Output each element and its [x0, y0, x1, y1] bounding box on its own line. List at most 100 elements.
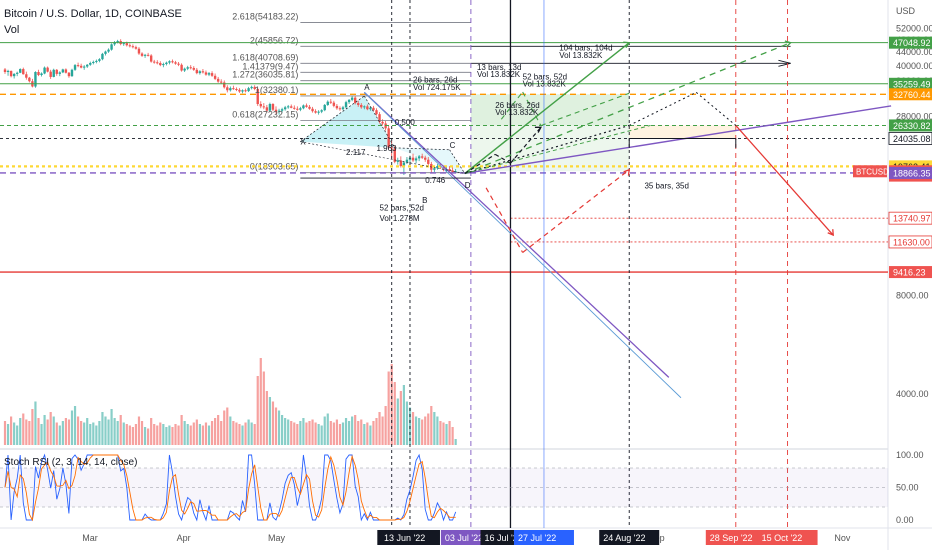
volume-bar	[360, 419, 363, 445]
candle-body	[19, 69, 22, 73]
candle-body	[64, 69, 68, 73]
candle-body	[156, 62, 159, 64]
candle-body	[116, 41, 119, 43]
volume-bar	[369, 425, 372, 445]
candle-body	[335, 105, 339, 109]
candle-body	[192, 67, 195, 70]
volume-bar	[125, 424, 128, 445]
volume-bar	[177, 425, 180, 445]
harmonic-xab	[300, 95, 395, 148]
price-tag-bg	[888, 132, 932, 145]
candle-body	[411, 157, 415, 161]
volume-bar	[61, 421, 64, 445]
candle-body	[390, 147, 393, 149]
candle-body	[125, 43, 128, 46]
candle-body	[420, 156, 424, 158]
candle-body	[95, 60, 98, 62]
candle-body	[171, 61, 174, 63]
candle-body	[454, 171, 457, 173]
volume-bar	[214, 418, 217, 445]
candle-body	[61, 69, 65, 73]
annotation-text: Vol 13.832K	[559, 51, 603, 60]
candle-body	[34, 72, 37, 87]
black-zig3	[510, 126, 542, 164]
candle-body	[299, 108, 302, 110]
target-zone-green	[470, 94, 630, 126]
volume-bar	[262, 371, 265, 445]
volume-bar	[238, 424, 241, 445]
volume-bar	[305, 422, 308, 445]
candle-body	[180, 64, 183, 71]
rsi-tick-label: 100.00	[896, 450, 924, 460]
volume-bar	[217, 415, 220, 445]
candle-body	[402, 162, 406, 167]
price-tick-label: 52000.00	[896, 23, 932, 33]
volume-bar	[86, 418, 89, 445]
fib-label: 1.618(40708.69)	[232, 52, 298, 62]
candle-body	[424, 157, 427, 160]
fib-label: 2(45856.72)	[250, 35, 299, 45]
volume-bar	[411, 412, 415, 445]
volume-bar	[268, 397, 272, 445]
rsi-tick-label: 50.00	[896, 483, 919, 493]
volume-bar	[277, 410, 281, 445]
volume-bar	[235, 422, 238, 445]
price-tag-bg	[888, 211, 932, 225]
candle-body	[168, 61, 171, 63]
stoch-d-line	[4, 454, 456, 522]
volume-bar	[128, 425, 131, 445]
annotation-text: C	[450, 141, 456, 150]
candle-body	[369, 107, 372, 110]
price-tag: 47048.92	[893, 38, 931, 48]
candle-body	[49, 71, 52, 77]
date-marker-bg	[379, 530, 440, 545]
candle-body	[305, 105, 308, 107]
candle-body	[253, 86, 256, 89]
volume-bar	[156, 425, 159, 445]
candle-body	[229, 88, 232, 91]
volume-bar	[186, 424, 189, 445]
candle-body	[372, 107, 375, 111]
volume-bar	[162, 424, 165, 445]
candle-body	[70, 69, 74, 77]
volume-bar	[195, 419, 198, 445]
annotation-text: 52 bars, 52d	[380, 204, 424, 213]
volume-bar	[265, 391, 268, 445]
price-tag-bg	[889, 77, 932, 90]
volume-bar	[9, 416, 13, 445]
candle-body	[317, 111, 320, 113]
volume-bar	[338, 424, 342, 445]
candle-body	[366, 106, 369, 110]
green-lower	[464, 124, 651, 174]
volume-bar	[271, 401, 275, 445]
drawings: 2.618(54183.22) 2(45856.72) 1.618(40708.69…	[0, 0, 892, 528]
candle-body	[363, 106, 366, 108]
price-axis[interactable]: 52000.0048000.0044000.0040000.0036000.00…	[853, 6, 932, 399]
candle-body	[232, 88, 235, 90]
volume-bar	[347, 421, 351, 445]
volume-bar	[250, 422, 253, 445]
candle-body	[6, 70, 10, 73]
candle-body	[271, 104, 275, 110]
candle-body	[201, 71, 205, 73]
volume-bar	[436, 416, 439, 445]
candle-body	[216, 78, 220, 82]
volume-bar	[329, 421, 332, 445]
candle-body	[338, 108, 342, 110]
price-tick-label: 40000.00	[896, 61, 932, 71]
symbol-title: Bitcoin / U.S. Dollar, 1D, COINBASE	[4, 8, 182, 20]
annotation-text: B	[422, 196, 427, 205]
volume-bar	[326, 413, 329, 445]
volume-bar	[89, 424, 92, 445]
volume-bar	[92, 422, 95, 445]
candle-body	[174, 62, 177, 64]
annotation-text: Vol 13.832K	[477, 70, 521, 79]
candle-body	[46, 67, 49, 72]
volume-bar	[28, 421, 31, 445]
arrowhead-black	[534, 126, 542, 133]
volume-bar	[229, 416, 232, 445]
volume-bar	[159, 422, 162, 445]
